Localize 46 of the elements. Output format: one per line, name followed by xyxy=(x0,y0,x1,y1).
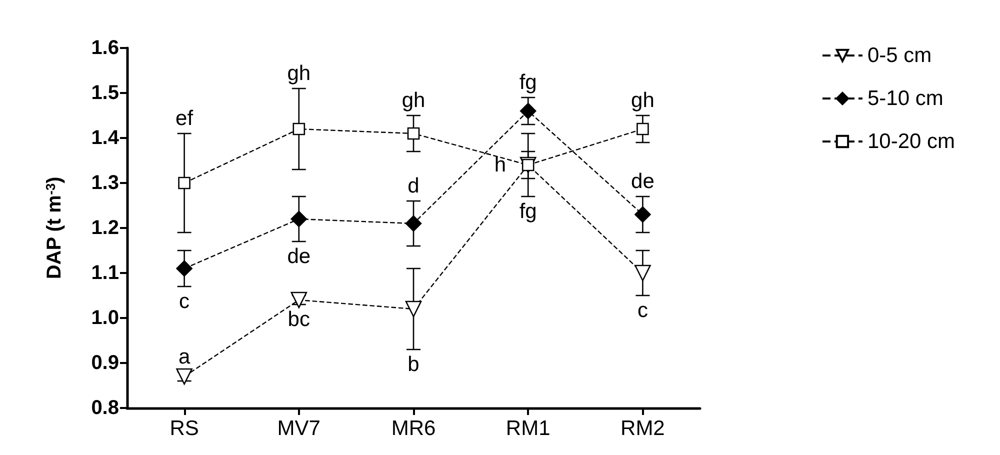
annotation: h xyxy=(494,154,506,176)
y-tick-label: 0.9 xyxy=(91,352,119,374)
annotation: de xyxy=(287,245,311,268)
point xyxy=(290,210,308,228)
annotation: fg xyxy=(519,200,537,223)
point xyxy=(634,264,651,282)
point xyxy=(634,206,651,223)
annotation: a xyxy=(178,346,190,368)
y-axis-title: DAP (t m-3) xyxy=(43,176,66,280)
point xyxy=(176,260,192,277)
annotation: ef xyxy=(176,107,194,130)
point xyxy=(405,300,422,318)
annotation: gh xyxy=(287,62,311,85)
y-tick-label: 1.2 xyxy=(91,217,119,239)
annotation: c xyxy=(637,299,648,322)
point xyxy=(290,292,308,308)
point xyxy=(636,122,649,136)
y-tick-label: 0.8 xyxy=(91,397,119,419)
annotation: gh xyxy=(402,89,426,112)
point xyxy=(405,215,422,232)
y-tick-label: 1.6 xyxy=(91,37,119,59)
annotation: bc xyxy=(288,308,310,331)
point xyxy=(407,127,420,140)
y-tick-label: 1.0 xyxy=(91,307,119,329)
annotation: b xyxy=(408,353,420,376)
x-tick-label: MR6 xyxy=(391,417,436,440)
legend-label: 0-5 cm xyxy=(867,44,932,67)
annotation: c xyxy=(179,290,190,313)
point xyxy=(176,368,192,385)
legend-label: 5-10 cm xyxy=(867,87,944,110)
annotation: d xyxy=(408,174,420,198)
point xyxy=(178,176,190,190)
y-tick-label: 1.4 xyxy=(91,127,120,149)
annotation: de xyxy=(631,170,654,193)
y-tick-label: 1.1 xyxy=(91,262,119,284)
point xyxy=(520,102,536,120)
legend-label: 10-20 cm xyxy=(867,130,956,153)
x-tick-label: RM1 xyxy=(506,417,550,440)
x-tick-label: RM2 xyxy=(620,417,665,440)
y-tick-label: 1.3 xyxy=(91,172,119,194)
x-tick-label: RS xyxy=(170,417,199,440)
x-tick-label: MV7 xyxy=(277,417,320,440)
annotation: gh xyxy=(631,89,654,112)
point xyxy=(292,122,306,136)
annotation: fg xyxy=(519,71,537,94)
y-tick-label: 1.5 xyxy=(91,82,119,104)
